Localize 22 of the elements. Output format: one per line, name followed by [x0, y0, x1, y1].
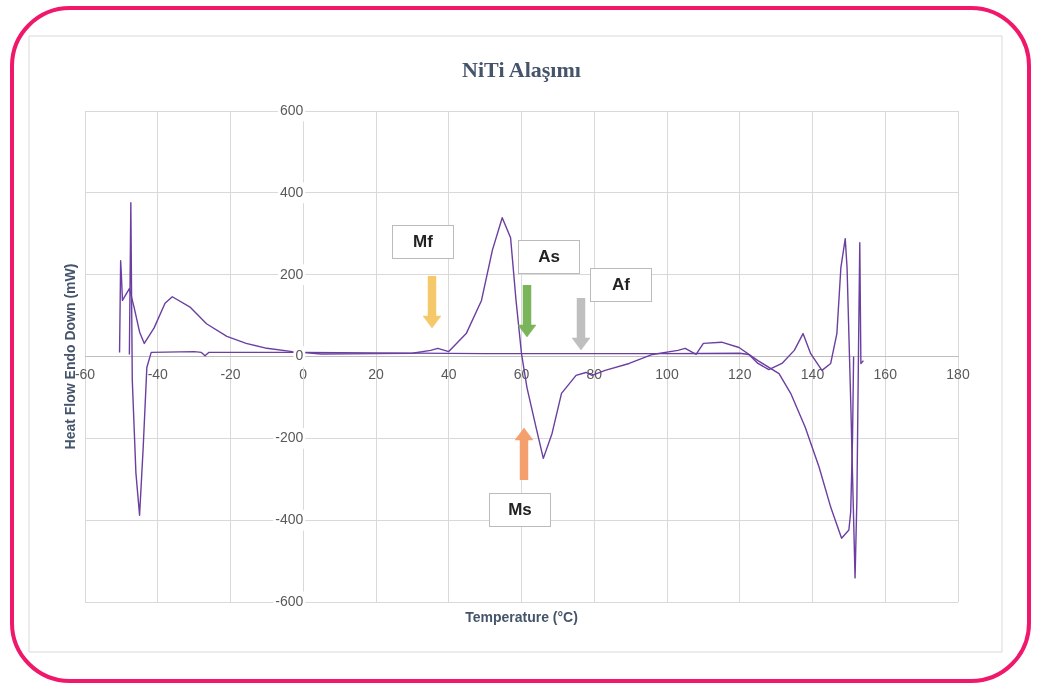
y-tick-label: 0: [295, 347, 304, 364]
y-tick-label: -400: [275, 511, 304, 528]
x-tick-label: 180: [946, 365, 970, 382]
x-tick-label: -40: [147, 365, 169, 382]
annotation: Mf: [392, 225, 454, 259]
x-tick-label: -20: [220, 365, 241, 382]
x-tick-label: 100: [655, 365, 679, 382]
chart-title: NiTi Alaşımı: [462, 56, 581, 82]
x-tick-label: 160: [873, 365, 898, 382]
y-tick-label: 400: [279, 183, 304, 200]
x-axis-title: Temperature (°C): [465, 608, 578, 625]
y-tick-label: 600: [279, 101, 304, 118]
annotation: Ms: [489, 493, 551, 527]
annotation: As: [518, 240, 580, 274]
x-tick-label: 40: [440, 365, 457, 382]
annotation: Af: [590, 268, 652, 302]
x-tick-label: 20: [368, 365, 384, 382]
y-tick-label: -200: [275, 429, 304, 446]
y-tick-label: 200: [279, 265, 304, 282]
y-tick-label: -600: [275, 592, 304, 609]
x-tick-label: 120: [728, 365, 752, 382]
x-tick-label: 140: [800, 365, 825, 382]
